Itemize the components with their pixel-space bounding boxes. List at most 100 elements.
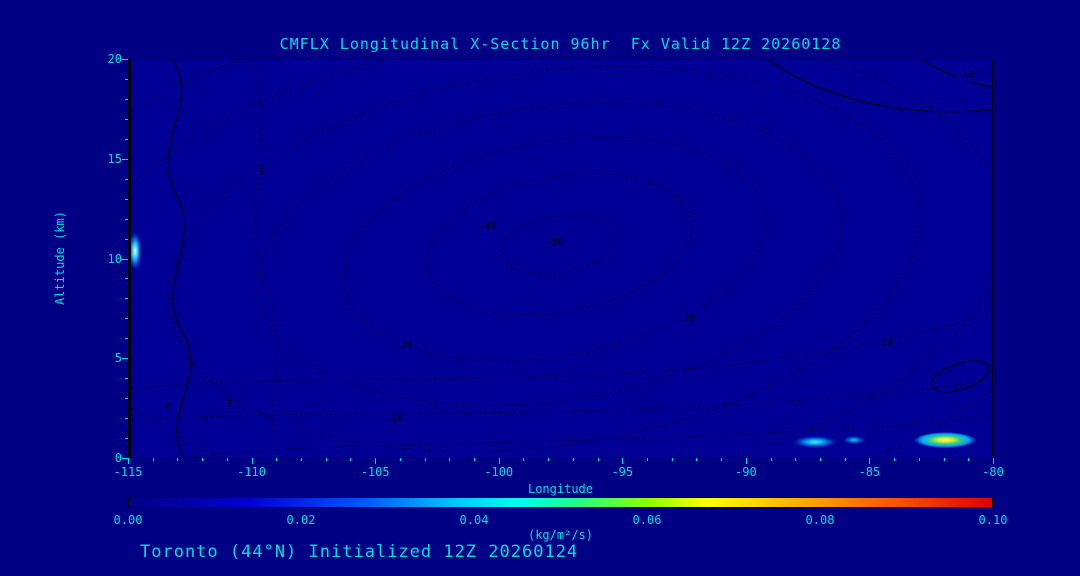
flux-maximum: [131, 227, 143, 274]
y-tick-mark: [122, 158, 128, 160]
x-minor-tick-mark: [894, 458, 896, 461]
x-minor-tick-mark: [177, 458, 179, 461]
y-tick-mark: [122, 458, 128, 459]
run-info: Toronto (44°N) Initialized 12Z 20260124: [140, 542, 579, 562]
x-minor-tick-mark: [943, 458, 945, 461]
x-axis-label: Longitude: [527, 482, 594, 496]
contour-lines-dashed: [131, 60, 992, 457]
x-tick-label: -90: [735, 465, 757, 479]
x-minor-tick-mark: [696, 458, 698, 461]
y-tick-label: 20: [107, 52, 122, 66]
x-minor-tick-mark: [647, 458, 648, 461]
y-minor-tick-mark: [125, 418, 128, 420]
x-minor-tick-mark: [202, 458, 204, 461]
y-minor-tick-mark: [125, 338, 128, 340]
contour-label: 10: [879, 337, 894, 349]
y-tick-mark: [122, 258, 128, 260]
colorbar-tick-label: 0.08: [805, 513, 835, 527]
x-minor-tick-mark: [152, 458, 154, 461]
y-minor-tick-mark: [125, 138, 128, 140]
x-tick-mark: [993, 458, 994, 464]
contour-label: 5: [257, 167, 266, 179]
flux-maximum: [906, 430, 985, 451]
plot-area: 0 5 5 10 20 -40 -50 30 10 -10: [128, 59, 993, 458]
contour-label: 30: [682, 314, 697, 326]
flux-maximum: [840, 434, 869, 446]
y-tick-label: 0: [114, 451, 122, 465]
y-tick-mark: [122, 358, 128, 360]
y-minor-tick-mark: [125, 118, 128, 120]
colorbar-tick-label: 0.02: [286, 513, 316, 527]
y-axis-label: Altitude (km): [53, 211, 67, 305]
colorbar-tick-label: 0.04: [459, 513, 489, 527]
x-minor-tick-mark: [301, 458, 302, 461]
x-tick-mark: [128, 458, 129, 464]
x-minor-tick-mark: [844, 458, 846, 461]
x-tick-mark: [622, 458, 624, 464]
y-minor-tick-mark: [125, 298, 128, 300]
flux-maxima-layer: [131, 60, 992, 457]
contour-label: 5: [225, 399, 234, 411]
x-minor-tick-mark: [820, 458, 821, 461]
contour-label: -10: [954, 69, 975, 81]
colorbar-tick-label: 0.10: [978, 513, 1008, 527]
x-minor-tick-mark: [424, 458, 426, 461]
contour-label: -40: [477, 220, 498, 232]
x-minor-tick-mark: [325, 458, 327, 461]
x-tick-label: -95: [611, 465, 634, 479]
y-minor-tick-mark: [125, 438, 128, 440]
y-minor-tick-mark: [125, 398, 128, 400]
y-minor-tick-mark: [125, 378, 128, 380]
x-minor-tick-mark: [474, 458, 475, 461]
x-minor-tick-mark: [597, 458, 599, 461]
y-minor-tick-mark: [125, 98, 128, 100]
x-minor-tick-mark: [671, 458, 673, 461]
x-minor-tick-mark: [226, 458, 228, 461]
y-minor-tick-mark: [125, 218, 128, 220]
contour-label: 0: [163, 401, 172, 413]
x-minor-tick-mark: [968, 458, 970, 461]
contour-labels-layer: 0 5 5 10 20 -40 -50 30 10 -10: [131, 60, 992, 457]
contour-label: 10: [389, 413, 404, 425]
colorbar: [128, 497, 993, 508]
x-tick-mark: [375, 458, 377, 464]
y-tick-mark: [122, 59, 128, 60]
x-minor-tick-mark: [721, 458, 723, 461]
x-minor-tick-mark: [399, 458, 401, 461]
y-minor-tick-mark: [125, 78, 128, 80]
colorbar-units-label: (kg/m²/s): [527, 528, 594, 542]
x-tick-label: -100: [484, 465, 514, 479]
x-minor-tick-mark: [350, 458, 352, 461]
x-minor-tick-mark: [449, 458, 451, 461]
y-minor-tick-mark: [125, 278, 128, 280]
y-minor-tick-mark: [125, 238, 128, 240]
x-tick-mark: [498, 458, 500, 464]
x-tick-mark: [251, 458, 253, 464]
flux-maximum: [787, 434, 842, 450]
y-tick-label: 10: [107, 251, 122, 266]
y-tick-label: 5: [114, 351, 122, 366]
x-tick-label: -115: [113, 465, 143, 479]
x-tick-label: -85: [858, 465, 881, 479]
x-minor-tick-mark: [795, 458, 797, 461]
contour-label: -50: [544, 236, 565, 248]
colorbar-tick-label: 0.06: [632, 513, 662, 527]
x-minor-tick-mark: [276, 458, 278, 461]
x-minor-tick-mark: [548, 458, 550, 461]
y-minor-tick-mark: [125, 178, 128, 180]
y-minor-tick-mark: [125, 318, 128, 320]
y-minor-tick-mark: [125, 198, 128, 200]
contour-label: 20: [399, 339, 414, 351]
x-minor-tick-mark: [918, 458, 920, 461]
chart-title: CMFLX Longitudinal X-Section 96hr Fx Val…: [279, 35, 842, 53]
x-minor-tick-mark: [572, 458, 574, 461]
colorbar-tick-label: 0.00: [113, 513, 143, 527]
y-tick-label: 15: [107, 151, 122, 166]
x-tick-label: -80: [982, 465, 1004, 479]
x-minor-tick-mark: [523, 458, 525, 461]
x-tick-label: -110: [237, 465, 267, 479]
x-tick-mark: [745, 458, 747, 464]
x-tick-label: -105: [360, 465, 390, 479]
x-tick-mark: [869, 458, 871, 464]
